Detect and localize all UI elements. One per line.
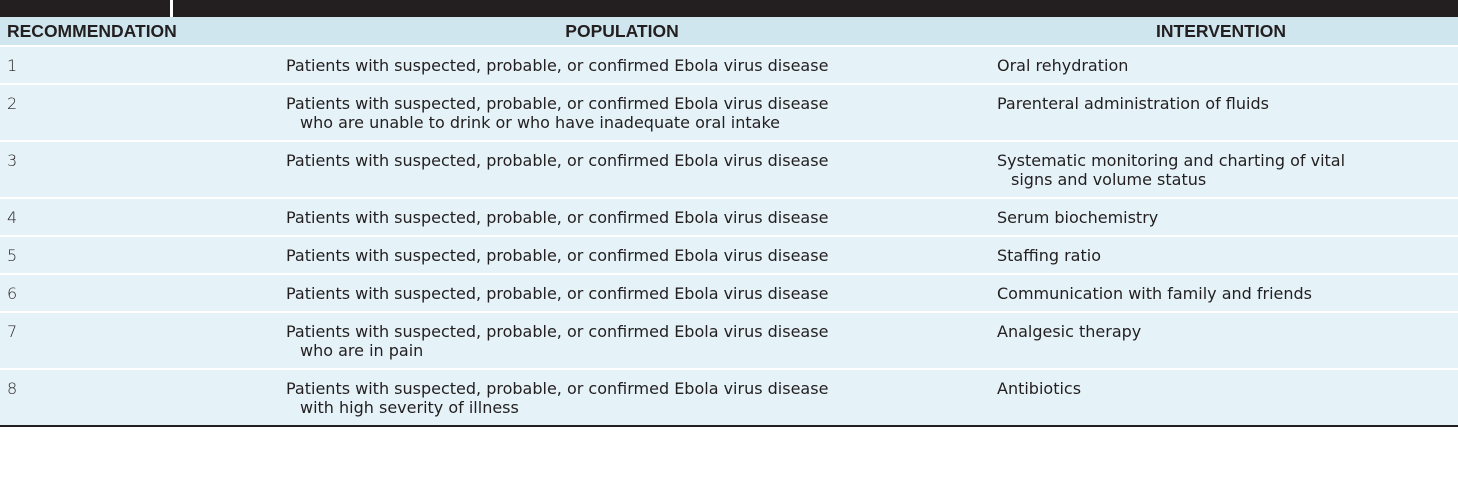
population-text: who are unable to drink or who have inad…	[300, 113, 780, 132]
population-text: with high severity of illness	[300, 398, 519, 417]
intervention-cell: Serum biochemistry	[972, 197, 1458, 236]
population-cell: Patients with suspected, probable, or co…	[272, 311, 972, 369]
population-cell: Patients with suspected, probable, or co…	[272, 197, 972, 236]
population-cell: Patients with suspected, probable, or co…	[272, 235, 972, 274]
recommendation-number: 1	[0, 45, 272, 84]
header-row: RECOMMENDATION POPULATION INTERVENTION	[0, 17, 1458, 47]
intervention-cell: Communication with family and friends	[972, 273, 1458, 312]
header-intervention: INTERVENTION	[972, 17, 1458, 47]
table-header: RECOMMENDATION POPULATION INTERVENTION	[0, 17, 1458, 47]
population-cell: Patients with suspected, probable, or co…	[272, 368, 972, 427]
intervention-text: Systematic monitoring and charting of vi…	[997, 151, 1346, 170]
table-row: 1 Patients with suspected, probable, or c…	[0, 45, 1458, 84]
intervention-text: Communication with family and friends	[997, 284, 1313, 303]
population-cell: Patients with suspected, probable, or co…	[272, 45, 972, 84]
intervention-text: Analgesic therapy	[997, 322, 1142, 341]
top-bar-divider	[170, 0, 173, 17]
intervention-text: Staffing ratio	[997, 246, 1101, 265]
intervention-cell: Oral rehydration	[972, 45, 1458, 84]
intervention-text: Parenteral administration of fluids	[997, 94, 1269, 113]
recommendation-number: 4	[0, 197, 272, 236]
population-text: Patients with suspected, probable, or co…	[286, 94, 829, 113]
table-row: 2 Patients with suspected, probable, or c…	[0, 83, 1458, 141]
population-text: Patients with suspected, probable, or co…	[286, 208, 829, 227]
population-text: Patients with suspected, probable, or co…	[286, 151, 829, 170]
population-text: Patients with suspected, probable, or co…	[286, 322, 829, 341]
header-recommendation: RECOMMENDATION	[0, 17, 272, 47]
intervention-cell: Parenteral administration of fluids	[972, 83, 1458, 141]
intervention-text: signs and volume status	[1011, 170, 1207, 189]
population-cell: Patients with suspected, probable, or co…	[272, 140, 972, 198]
intervention-text: Antibiotics	[997, 379, 1082, 398]
intervention-cell: Staffing ratio	[972, 235, 1458, 274]
table-row: 4 Patients with suspected, probable, or c…	[0, 197, 1458, 236]
recommendation-number: 6	[0, 273, 272, 312]
table-row: 6 Patients with suspected, probable, or c…	[0, 273, 1458, 312]
table-row: 5 Patients with suspected, probable, or c…	[0, 235, 1458, 274]
population-cell: Patients with suspected, probable, or co…	[272, 83, 972, 141]
top-bar	[0, 0, 1458, 17]
intervention-text: Oral rehydration	[997, 56, 1129, 75]
population-text: Patients with suspected, probable, or co…	[286, 246, 829, 265]
recommendation-number: 8	[0, 368, 272, 427]
table-body: 1 Patients with suspected, probable, or c…	[0, 45, 1458, 427]
population-text: Patients with suspected, probable, or co…	[286, 379, 829, 398]
recommendation-number: 7	[0, 311, 272, 369]
intervention-text: Serum biochemistry	[997, 208, 1159, 227]
intervention-cell: Systematic monitoring and charting of vi…	[972, 140, 1458, 198]
population-cell: Patients with suspected, probable, or co…	[272, 273, 972, 312]
population-text: Patients with suspected, probable, or co…	[286, 284, 829, 303]
header-population: POPULATION	[272, 17, 972, 47]
recommendation-number: 5	[0, 235, 272, 274]
recommendation-number: 2	[0, 83, 272, 141]
recommendation-number: 3	[0, 140, 272, 198]
intervention-cell: Analgesic therapy	[972, 311, 1458, 369]
intervention-cell: Antibiotics	[972, 368, 1458, 427]
population-text: Patients with suspected, probable, or co…	[286, 56, 829, 75]
recommendations-table: RECOMMENDATION POPULATION INTERVENTION 1…	[0, 17, 1458, 427]
table-row: 8 Patients with suspected, probable, or c…	[0, 368, 1458, 427]
population-text: who are in pain	[300, 341, 424, 360]
table-row: 7 Patients with suspected, probable, or c…	[0, 311, 1458, 369]
table-row: 3 Patients with suspected, probable, or c…	[0, 140, 1458, 198]
